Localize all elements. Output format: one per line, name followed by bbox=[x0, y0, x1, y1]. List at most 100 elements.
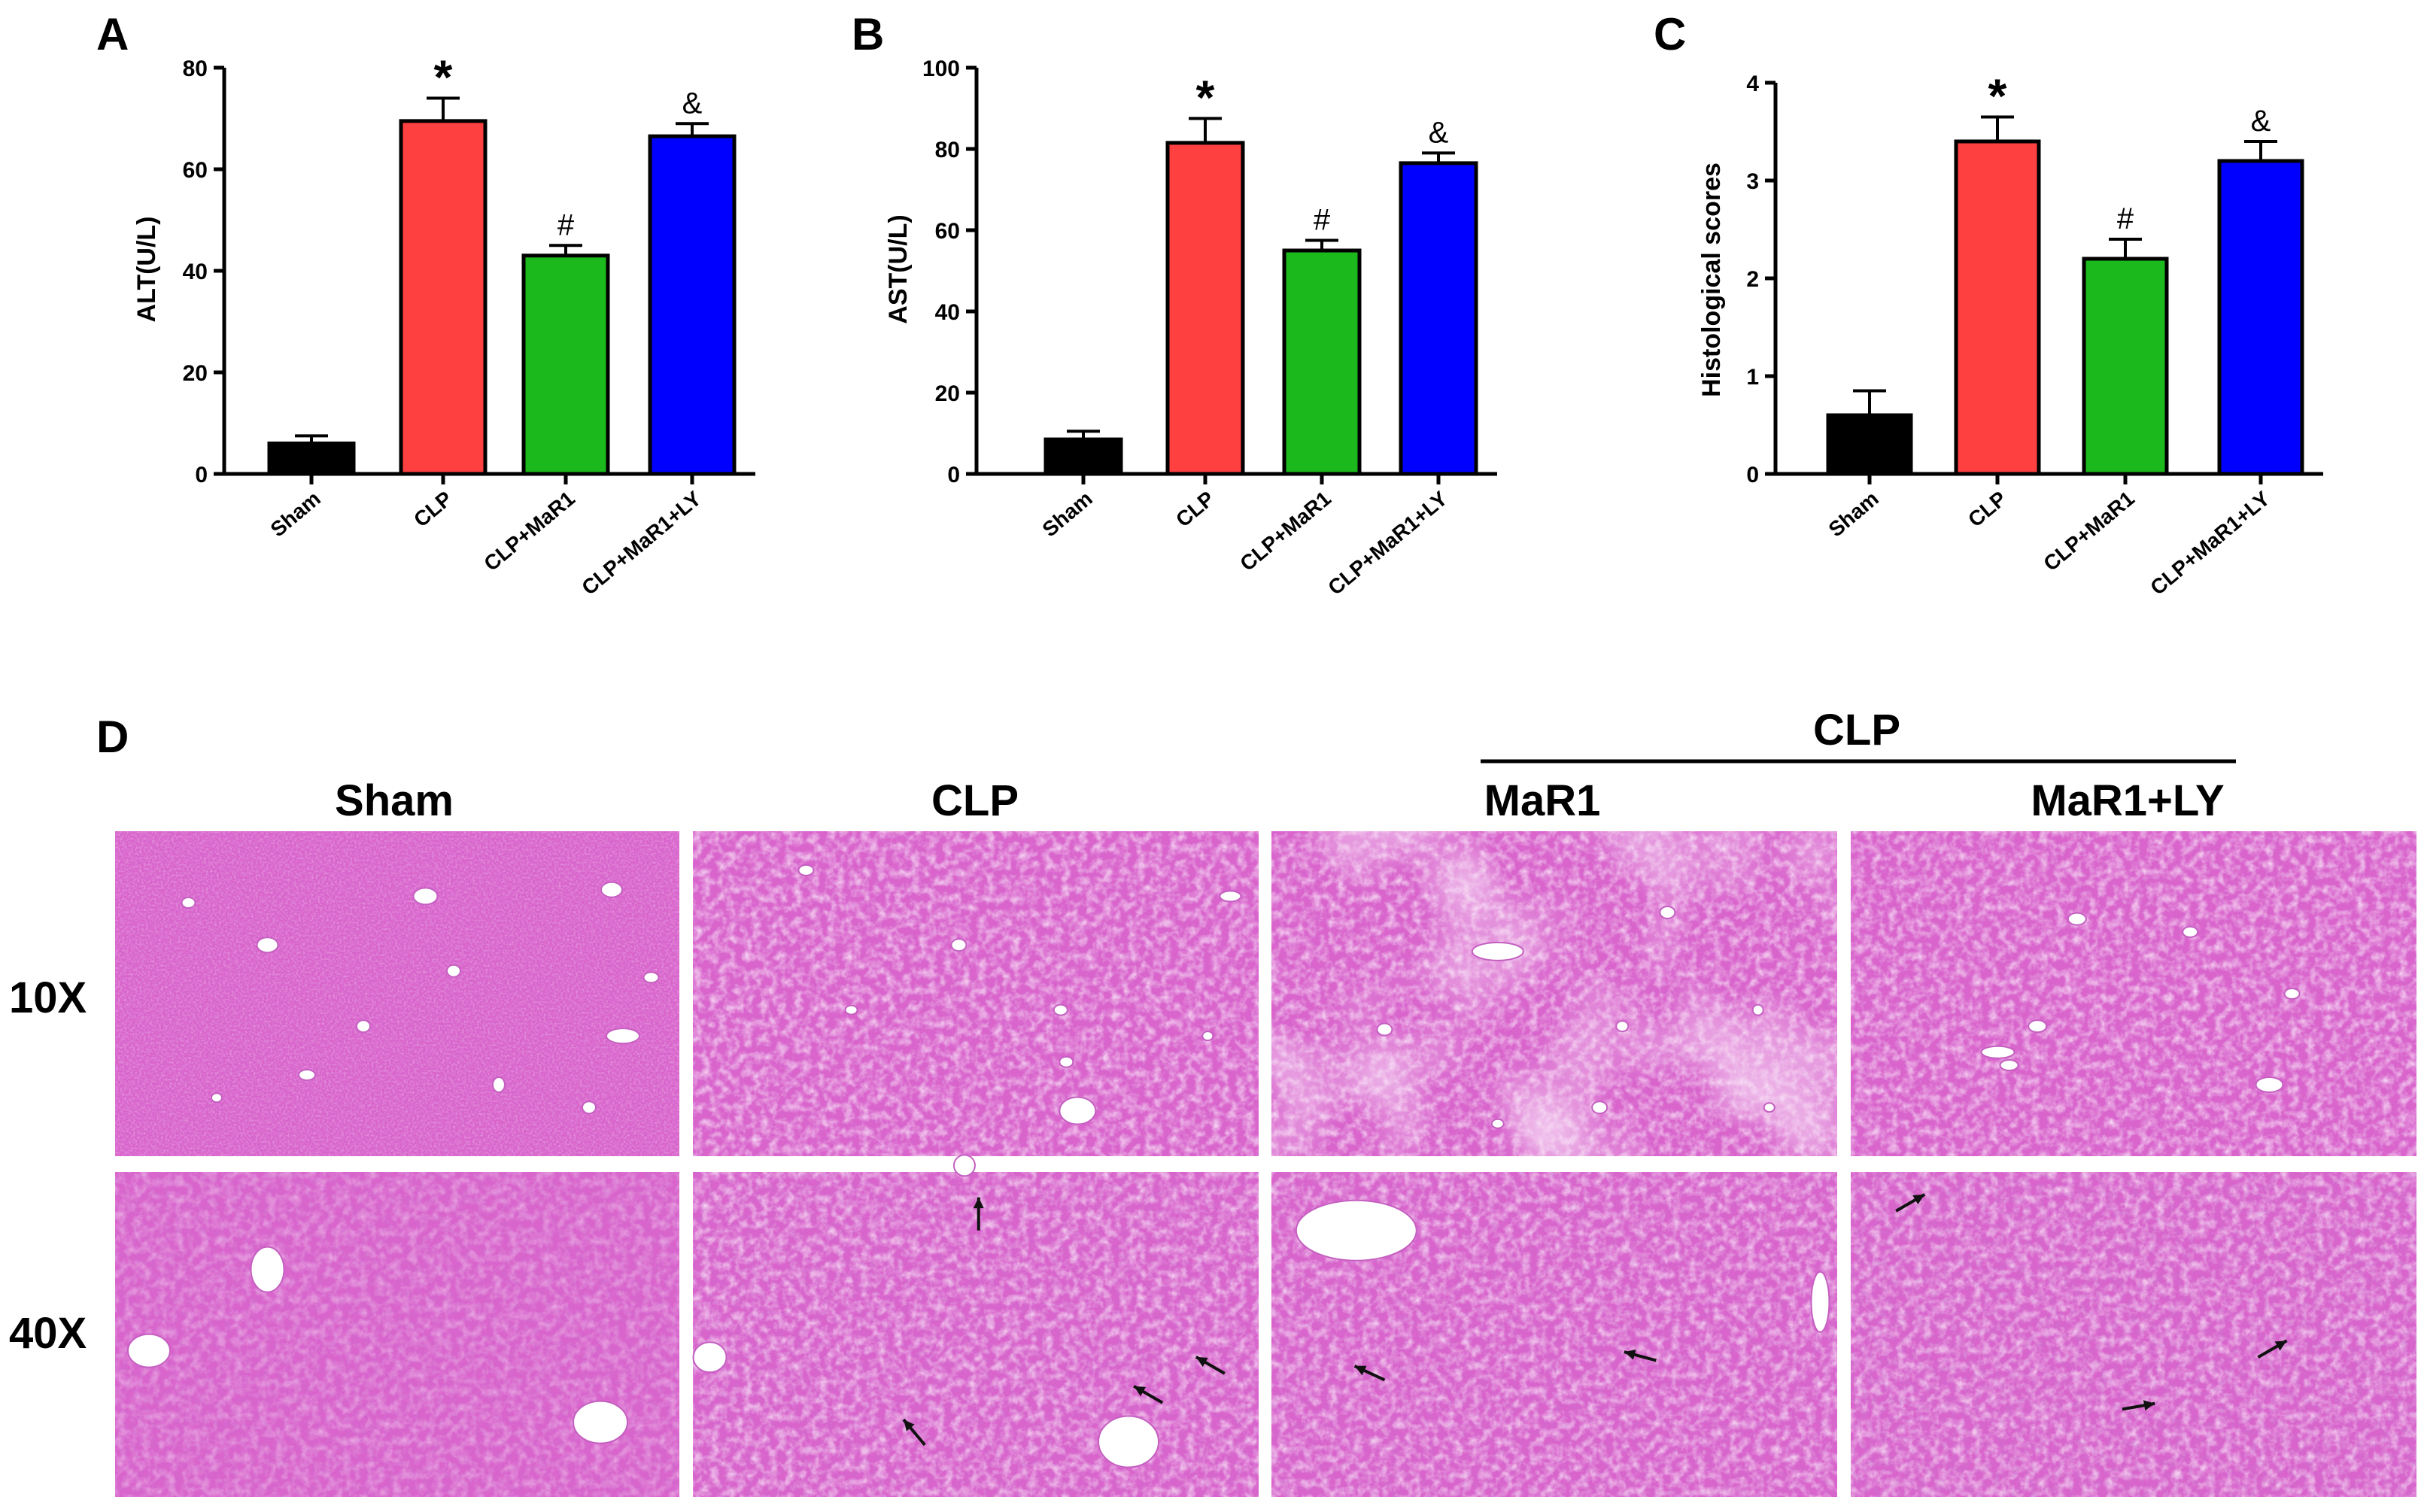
column-header-clp: CLP bbox=[931, 776, 1019, 825]
vessel-lumen bbox=[2067, 912, 2087, 926]
micrograph-sham-40x bbox=[115, 1172, 679, 1497]
vessel-lumen bbox=[1059, 1096, 1097, 1125]
y-tick-label-a: 40 bbox=[183, 260, 208, 284]
micrograph-mar1-ly-40x bbox=[1851, 1172, 2416, 1497]
micrograph-clp-40x bbox=[692, 1154, 1259, 1497]
y-tick-label-b: 20 bbox=[935, 381, 960, 406]
bar-a bbox=[521, 254, 610, 476]
vessel-lumen bbox=[2028, 1019, 2048, 1034]
y-tick-label-a: 20 bbox=[183, 361, 208, 386]
significance-mark-b: & bbox=[1429, 116, 1449, 149]
vessel-lumen bbox=[492, 1076, 506, 1093]
y-tick-label-b: 60 bbox=[935, 219, 960, 244]
micrograph-sham-10x bbox=[115, 831, 679, 1156]
vessel-lumen bbox=[446, 964, 461, 978]
arrow-marker-head bbox=[904, 1419, 915, 1432]
vessel-lumen bbox=[211, 1092, 223, 1104]
category-label-b: Sham bbox=[1038, 487, 1097, 542]
y-tick-label-c: 0 bbox=[1746, 463, 1759, 487]
significance-mark-b: * bbox=[1196, 71, 1215, 125]
arrow-marker-head bbox=[1134, 1386, 1147, 1396]
group-header-clp: CLP bbox=[1813, 706, 1900, 754]
row-header-10x: 10X bbox=[9, 973, 87, 1022]
vessel-lumen bbox=[1295, 1199, 1417, 1262]
significance-mark-a: # bbox=[557, 208, 575, 241]
significance-mark-a: * bbox=[434, 50, 453, 105]
significance-mark-b: # bbox=[1314, 204, 1331, 237]
vessel-lumen bbox=[181, 897, 196, 909]
vessel-lumen bbox=[606, 1028, 640, 1045]
arrow-marker-head bbox=[1195, 1356, 1208, 1368]
vessel-lumen bbox=[1201, 1031, 1214, 1042]
vessel-lumen bbox=[1763, 1102, 1776, 1113]
chart-ast: B AST(U/L) 0 20 40 60 80 100 Sham * CLP # CLP+MaR1… bbox=[852, 9, 1497, 600]
micrograph-grid bbox=[115, 831, 2416, 1497]
micrograph-mar1-10x bbox=[1271, 831, 1837, 1156]
tissue-nuclei-texture bbox=[115, 1172, 679, 1497]
bar-c bbox=[1826, 413, 1913, 476]
vessel-lumen bbox=[797, 864, 815, 876]
vessel-lumen bbox=[127, 1333, 171, 1368]
significance-mark-c: & bbox=[2251, 105, 2271, 138]
category-label-b: CLP+MaR1+LY bbox=[1323, 487, 1452, 600]
y-tick-label-b: 40 bbox=[935, 300, 960, 325]
arrow-marker-head bbox=[1912, 1194, 1925, 1205]
vessel-lumen bbox=[950, 938, 967, 952]
y-axis-title-b: AST(U/L) bbox=[884, 214, 913, 323]
vessel-lumen bbox=[250, 1246, 285, 1293]
tissue-texture bbox=[1271, 831, 1837, 1156]
tissue-nuclei-texture bbox=[693, 1172, 1259, 1497]
bar-a bbox=[399, 119, 488, 476]
vessel-lumen bbox=[952, 1154, 976, 1177]
category-label-c: CLP+MaR1+LY bbox=[2146, 487, 2274, 600]
bar-b bbox=[1282, 248, 1362, 476]
y-tick-label-c: 1 bbox=[1746, 365, 1759, 390]
arrow-marker-head bbox=[1624, 1350, 1636, 1360]
vessel-lumen bbox=[1053, 1003, 1068, 1016]
vessel-lumen bbox=[1098, 1415, 1160, 1468]
panel-letter-b: B bbox=[852, 9, 884, 59]
micrograph-clp-10x bbox=[693, 831, 1259, 1156]
vessel-lumen bbox=[692, 1341, 728, 1374]
vessel-lumen bbox=[1659, 906, 1676, 919]
column-header-sham: Sham bbox=[335, 776, 454, 825]
vessel-lumen bbox=[2182, 925, 2199, 938]
tissue-texture bbox=[1851, 831, 2416, 1156]
vessel-lumen bbox=[298, 1069, 316, 1081]
vessel-lumen bbox=[1999, 1059, 2019, 1072]
bar-b bbox=[1043, 437, 1123, 476]
panel-letter-a: A bbox=[96, 9, 129, 59]
category-label-c: Sham bbox=[1824, 487, 1883, 542]
vessel-lumen bbox=[573, 1400, 628, 1444]
panel-letter-c: C bbox=[1654, 9, 1686, 59]
significance-mark-a: & bbox=[682, 87, 703, 120]
y-tick-label-b: 0 bbox=[947, 463, 960, 487]
arrow-marker-head bbox=[2143, 1400, 2155, 1411]
vessel-lumen bbox=[642, 971, 660, 984]
arrow-marker-head bbox=[973, 1197, 984, 1209]
category-label-a: CLP bbox=[409, 487, 457, 532]
vessel-lumen bbox=[1490, 1118, 1505, 1129]
bar-c bbox=[2217, 159, 2304, 476]
y-tick-label-c: 4 bbox=[1746, 71, 1759, 96]
category-label-b: CLP+MaR1 bbox=[1235, 487, 1335, 575]
category-label-c: CLP+MaR1 bbox=[2039, 487, 2139, 575]
vessel-lumen bbox=[2283, 988, 2301, 1000]
vessel-lumen bbox=[1615, 1020, 1630, 1033]
y-tick-label-c: 2 bbox=[1746, 267, 1759, 292]
vessel-lumen bbox=[256, 937, 279, 954]
chart-alt: A ALT(U/L) 0 20 40 60 80 Sham * CLP # CLP+MaR1 & CL… bbox=[96, 9, 755, 600]
y-axis-title-a: ALT(U/L) bbox=[132, 217, 161, 323]
vessel-lumen bbox=[1471, 941, 1524, 961]
row-header-40x: 40X bbox=[9, 1309, 87, 1358]
category-label-a: CLP+MaR1 bbox=[479, 487, 579, 575]
vessel-lumen bbox=[1059, 1055, 1074, 1068]
y-tick-label-a: 60 bbox=[183, 158, 208, 183]
category-label-c: CLP bbox=[1964, 487, 2011, 532]
column-header-mar1: MaR1 bbox=[1484, 776, 1601, 825]
panel-letter-d: D bbox=[96, 712, 129, 762]
significance-mark-c: # bbox=[2117, 202, 2134, 235]
bar-b bbox=[1165, 141, 1245, 476]
category-label-a: Sham bbox=[266, 487, 325, 542]
